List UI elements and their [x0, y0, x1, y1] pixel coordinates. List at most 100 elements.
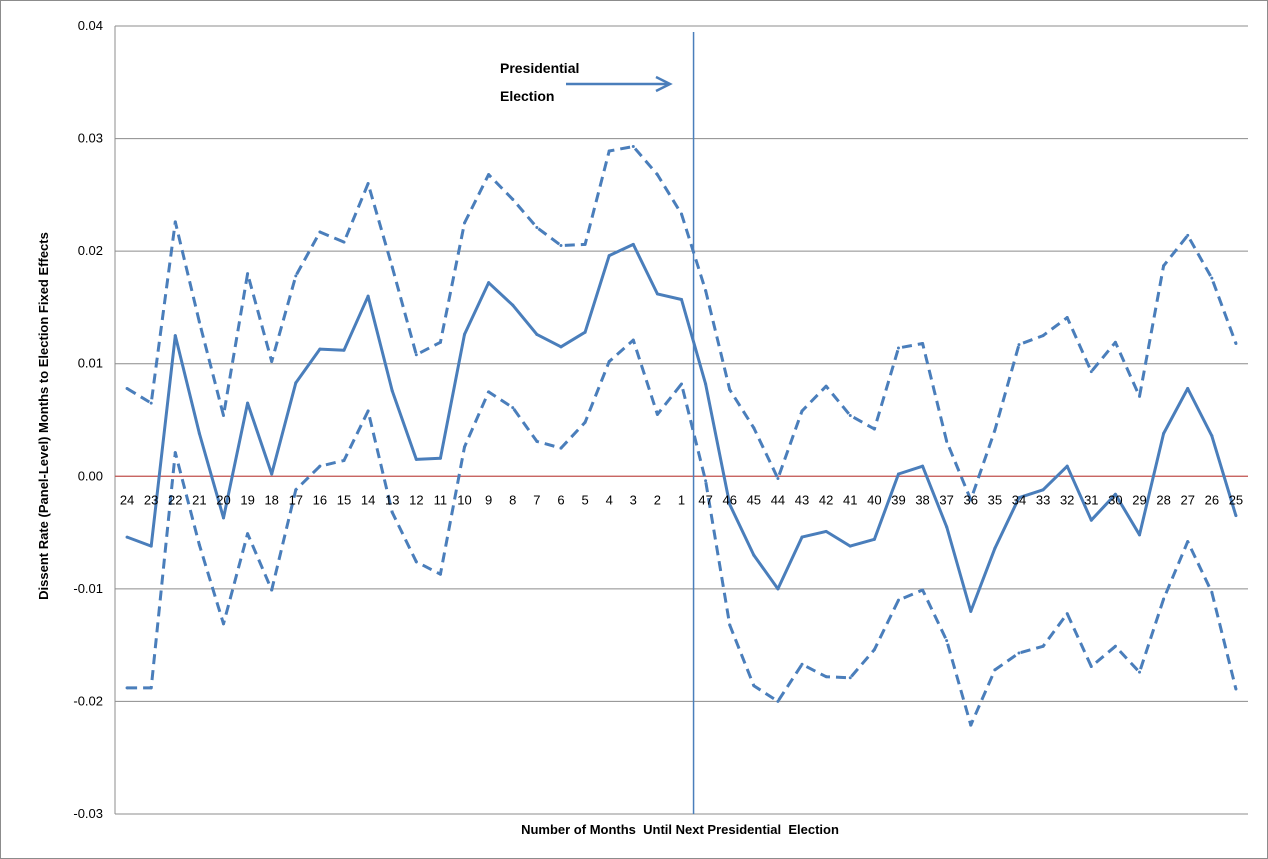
data-point — [704, 382, 708, 386]
data-point — [173, 451, 177, 455]
data-point — [969, 498, 973, 502]
data-point — [221, 413, 225, 417]
data-point — [173, 334, 177, 338]
x-tick-label: 46 — [722, 492, 736, 507]
x-tick-label: 2 — [654, 492, 661, 507]
data-point — [800, 662, 804, 666]
data-point — [945, 639, 949, 643]
x-tick-label: 12 — [409, 492, 423, 507]
annotation-line1: Presidential — [500, 60, 579, 76]
data-point — [1138, 670, 1142, 674]
data-point — [438, 340, 442, 344]
data-point — [149, 544, 153, 548]
x-tick-label: 4 — [606, 492, 613, 507]
data-point — [294, 274, 298, 278]
y-tick-label: 0.04 — [78, 18, 103, 33]
data-point — [559, 446, 563, 450]
data-point — [197, 543, 201, 547]
data-point — [125, 686, 129, 690]
x-tick-label: 1 — [678, 492, 685, 507]
data-point — [680, 382, 683, 386]
data-point — [1065, 612, 1069, 616]
x-tick-label: 10 — [457, 492, 471, 507]
data-point — [631, 338, 635, 342]
data-point — [896, 346, 900, 350]
data-point — [366, 182, 370, 186]
data-point — [1234, 341, 1238, 345]
data-point — [414, 457, 418, 461]
data-point — [655, 412, 659, 416]
data-point — [728, 502, 732, 506]
x-tick-label: 24 — [120, 492, 134, 507]
x-tick-label: 32 — [1060, 492, 1074, 507]
y-tick-label: 0.00 — [78, 468, 103, 483]
x-tick-label: 38 — [915, 492, 929, 507]
data-point — [1041, 488, 1045, 492]
y-tick-label: -0.02 — [73, 693, 103, 708]
data-point — [776, 477, 780, 481]
data-point — [848, 544, 852, 548]
data-point — [270, 472, 274, 476]
data-point — [824, 384, 828, 388]
data-point — [487, 281, 491, 285]
data-point — [535, 332, 539, 336]
x-tick-label: 19 — [240, 492, 254, 507]
data-point — [872, 427, 876, 431]
data-point — [1162, 264, 1166, 268]
data-point — [776, 699, 780, 703]
data-point — [342, 240, 346, 244]
data-point — [1138, 533, 1142, 537]
data-point — [752, 684, 756, 688]
data-point — [559, 345, 563, 349]
x-tick-label: 20 — [216, 492, 230, 507]
data-point — [463, 221, 467, 225]
x-axis-title: Number of Months Until Next Presidential… — [521, 822, 839, 837]
x-tick-label: 41 — [843, 492, 857, 507]
data-point — [655, 292, 659, 296]
x-tick-label: 21 — [192, 492, 206, 507]
x-tick-label: 30 — [1108, 492, 1122, 507]
data-point — [149, 401, 153, 405]
data-point — [535, 226, 539, 230]
x-tick-label: 9 — [485, 492, 492, 507]
data-point — [125, 535, 129, 539]
annotation-line2: Election — [500, 88, 554, 104]
data-point — [125, 386, 129, 390]
data-point — [197, 320, 201, 324]
data-point — [752, 426, 756, 430]
data-point — [246, 401, 250, 405]
data-point — [776, 587, 780, 591]
data-point — [559, 244, 563, 248]
data-point — [704, 479, 708, 483]
data-point — [896, 472, 900, 476]
data-point — [1089, 370, 1093, 374]
data-point — [318, 464, 322, 468]
data-point — [583, 242, 587, 246]
data-point — [680, 298, 683, 302]
data-point — [1113, 492, 1117, 496]
data-point — [993, 428, 997, 432]
y-axis-title: Dissent Rate (Panel-Level) Months to Ele… — [36, 232, 51, 600]
data-point — [246, 272, 250, 276]
data-point — [921, 464, 925, 468]
x-tick-label: 42 — [819, 492, 833, 507]
x-tick-label: 15 — [337, 492, 351, 507]
data-point — [752, 553, 756, 557]
x-tick-label: 7 — [533, 492, 540, 507]
data-point — [390, 389, 394, 393]
data-point — [607, 359, 611, 363]
x-tick-label: 17 — [289, 492, 303, 507]
x-tick-label: 39 — [891, 492, 905, 507]
data-point — [1089, 665, 1093, 669]
x-tick-label: 31 — [1084, 492, 1098, 507]
data-point — [1186, 386, 1190, 390]
data-point — [993, 668, 997, 672]
data-point — [342, 459, 346, 463]
data-point — [221, 622, 225, 626]
data-point — [969, 723, 973, 727]
data-point — [246, 532, 250, 536]
data-point — [294, 488, 298, 492]
